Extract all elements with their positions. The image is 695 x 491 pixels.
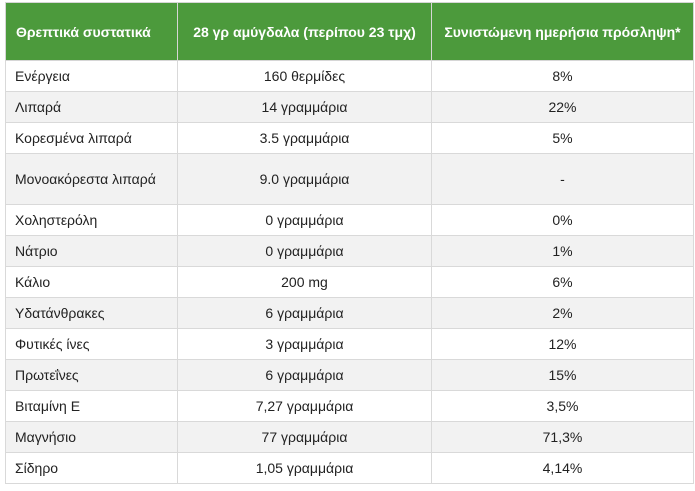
header-row: Θρεπτικά συστατικά 28 γρ αμύγδαλα (περίπ… bbox=[5, 2, 694, 61]
daily-intake-cell: - bbox=[431, 153, 694, 205]
amount-cell: 9.0 γραμμάρια bbox=[177, 153, 432, 205]
table-body: Ενέργεια 160 θερμίδες 8% Λιπαρά 14 γραμμ… bbox=[5, 60, 694, 484]
nutrient-cell: Μονοακόρεστα λιπαρά bbox=[5, 153, 178, 205]
amount-cell: 160 θερμίδες bbox=[177, 60, 432, 92]
table-row: Ενέργεια 160 θερμίδες 8% bbox=[5, 60, 694, 92]
nutrition-table-container: Θρεπτικά συστατικά 28 γρ αμύγδαλα (περίπ… bbox=[5, 2, 694, 484]
daily-intake-cell: 1% bbox=[431, 235, 694, 267]
daily-intake-cell: 2% bbox=[431, 297, 694, 329]
amount-cell: 6 γραμμάρια bbox=[177, 297, 432, 329]
amount-cell: 200 mg bbox=[177, 266, 432, 298]
amount-cell: 77 γραμμάρια bbox=[177, 421, 432, 453]
table-row: Νάτριο 0 γραμμάρια 1% bbox=[5, 235, 694, 267]
table-row: Μονοακόρεστα λιπαρά 9.0 γραμμάρια - bbox=[5, 153, 694, 205]
table-row: Σίδηρο 1,05 γραμμάρια 4,14% bbox=[5, 452, 694, 484]
header-amount: 28 γρ αμύγδαλα (περίπου 23 τμχ) bbox=[177, 2, 432, 61]
nutrient-cell: Κάλιο bbox=[5, 266, 178, 298]
amount-cell: 0 γραμμάρια bbox=[177, 204, 432, 236]
nutrient-cell: Νάτριο bbox=[5, 235, 178, 267]
amount-cell: 3.5 γραμμάρια bbox=[177, 122, 432, 154]
table-row: Φυτικές ίνες 3 γραμμάρια 12% bbox=[5, 328, 694, 360]
amount-cell: 3 γραμμάρια bbox=[177, 328, 432, 360]
header-daily-intake: Συνιστώμενη ημερήσια πρόσληψη* bbox=[431, 2, 694, 61]
table-row: Χοληστερόλη 0 γραμμάρια 0% bbox=[5, 204, 694, 236]
daily-intake-cell: 8% bbox=[431, 60, 694, 92]
table-row: Βιταμίνη Ε 7,27 γραμμάρια 3,5% bbox=[5, 390, 694, 422]
daily-intake-cell: 15% bbox=[431, 359, 694, 391]
daily-intake-cell: 5% bbox=[431, 122, 694, 154]
amount-cell: 6 γραμμάρια bbox=[177, 359, 432, 391]
table-row: Υδατάνθρακες 6 γραμμάρια 2% bbox=[5, 297, 694, 329]
daily-intake-cell: 3,5% bbox=[431, 390, 694, 422]
nutrition-table: Θρεπτικά συστατικά 28 γρ αμύγδαλα (περίπ… bbox=[5, 2, 694, 484]
table-row: Κάλιο 200 mg 6% bbox=[5, 266, 694, 298]
amount-cell: 14 γραμμάρια bbox=[177, 91, 432, 123]
amount-cell: 0 γραμμάρια bbox=[177, 235, 432, 267]
nutrient-cell: Βιταμίνη Ε bbox=[5, 390, 178, 422]
table-row: Πρωτεΐνες 6 γραμμάρια 15% bbox=[5, 359, 694, 391]
table-row: Κορεσμένα λιπαρά 3.5 γραμμάρια 5% bbox=[5, 122, 694, 154]
table-row: Λιπαρά 14 γραμμάρια 22% bbox=[5, 91, 694, 123]
daily-intake-cell: 22% bbox=[431, 91, 694, 123]
daily-intake-cell: 6% bbox=[431, 266, 694, 298]
header-nutrient: Θρεπτικά συστατικά bbox=[5, 2, 178, 61]
nutrient-cell: Ενέργεια bbox=[5, 60, 178, 92]
table-header: Θρεπτικά συστατικά 28 γρ αμύγδαλα (περίπ… bbox=[5, 2, 694, 61]
nutrient-cell: Κορεσμένα λιπαρά bbox=[5, 122, 178, 154]
nutrient-cell: Λιπαρά bbox=[5, 91, 178, 123]
nutrient-cell: Χοληστερόλη bbox=[5, 204, 178, 236]
nutrient-cell: Μαγνήσιο bbox=[5, 421, 178, 453]
amount-cell: 1,05 γραμμάρια bbox=[177, 452, 432, 484]
amount-cell: 7,27 γραμμάρια bbox=[177, 390, 432, 422]
nutrient-cell: Σίδηρο bbox=[5, 452, 178, 484]
daily-intake-cell: 12% bbox=[431, 328, 694, 360]
nutrient-cell: Φυτικές ίνες bbox=[5, 328, 178, 360]
nutrient-cell: Υδατάνθρακες bbox=[5, 297, 178, 329]
daily-intake-cell: 4,14% bbox=[431, 452, 694, 484]
table-row: Μαγνήσιο 77 γραμμάρια 71,3% bbox=[5, 421, 694, 453]
daily-intake-cell: 71,3% bbox=[431, 421, 694, 453]
daily-intake-cell: 0% bbox=[431, 204, 694, 236]
nutrient-cell: Πρωτεΐνες bbox=[5, 359, 178, 391]
